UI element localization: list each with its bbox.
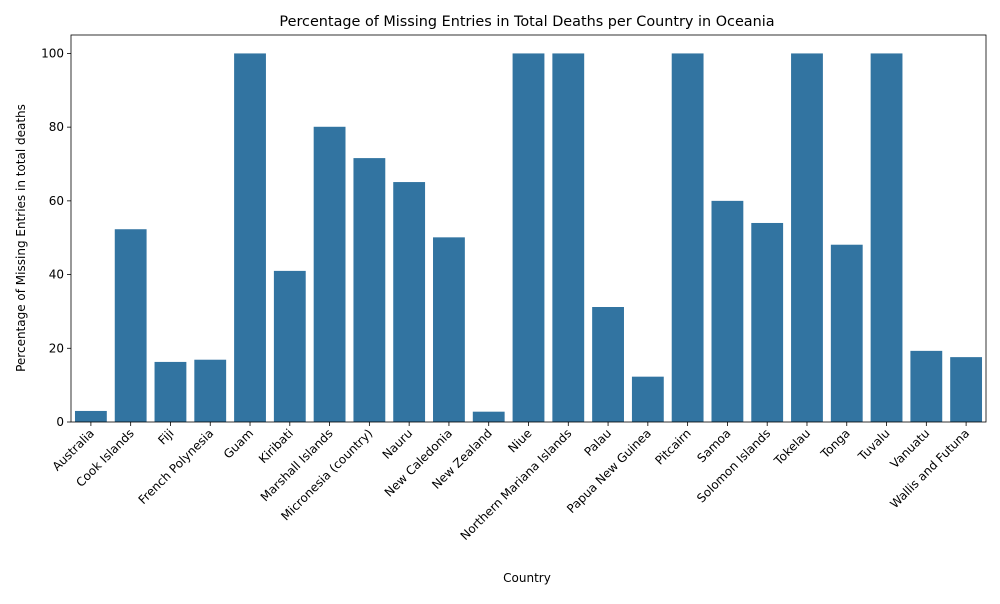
x-tick-label-19: Tonga [817,426,853,462]
y-axis-label: Percentage of Missing Entries in total d… [14,104,28,372]
bar-15 [671,53,704,423]
bars-layer [74,53,983,423]
y-tick-label-1: 20 [49,341,64,355]
bar-4 [234,53,266,423]
chart-title: Percentage of Missing Entries in Total D… [279,14,774,30]
y-tick-label-0: 0 [56,415,64,429]
bar-22 [950,357,983,422]
bar-12 [552,53,585,423]
x-tick-label-20: Tuvalu [855,426,893,464]
bar-17 [751,222,784,422]
y-tick-label-5: 100 [41,46,64,60]
x-tick-label-4: Guam [221,426,256,461]
x-tick-label-11: Niue [505,426,534,455]
bar-14 [631,376,664,422]
bar-11 [512,53,545,423]
x-tick-label-3: French Polynesia [136,426,217,507]
bar-3 [194,359,227,422]
y-tick-label-2: 40 [49,268,64,282]
x-tick-label-16: Samoa [694,426,733,465]
x-tick-label-22: Wallis and Futuna [887,426,972,511]
bar-9 [433,237,465,422]
bar-21 [910,350,943,422]
x-tick-label-17: Solomon Islands [694,426,773,505]
bar-0 [74,410,107,422]
x-tick-label-13: Palau [581,426,614,459]
x-tick-label-6: Marshall Islands [258,426,336,504]
x-tick-label-15: Pitcairn [652,426,693,467]
bar-16 [711,200,744,422]
y-axis: 0 20 40 60 80 100 [41,46,71,429]
x-tick-label-18: Tokelau [771,426,813,468]
bar-19 [830,244,863,422]
bar-18 [791,53,823,423]
bar-5 [273,270,306,422]
bar-20 [870,53,903,423]
y-tick-label-4: 80 [49,120,64,134]
x-tick-label-9: New Caledonia [382,426,455,499]
bar-13 [592,307,624,422]
bar-7 [353,158,386,423]
x-tick-label-5: Kiribati [256,426,296,466]
x-tick-label-8: Nauru [380,426,416,462]
bar-1 [114,229,147,422]
x-axis-label: Country [503,571,551,585]
bar-6 [313,126,346,422]
x-tick-label-2: Fiji [155,426,176,447]
bar-8 [393,182,426,422]
bar-2 [154,361,187,422]
y-tick-label-3: 60 [49,194,64,208]
bar-10 [472,411,505,422]
plot-frame [70,34,987,423]
